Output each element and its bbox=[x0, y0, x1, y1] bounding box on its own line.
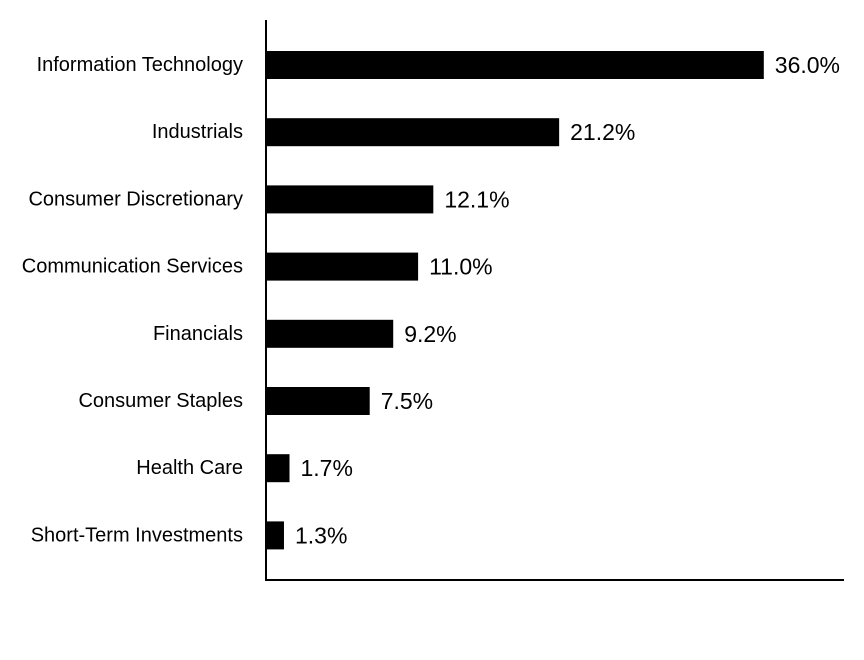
data-label: 1.7% bbox=[301, 455, 353, 481]
data-label: 1.3% bbox=[295, 522, 347, 548]
category-label: Industrials bbox=[152, 121, 243, 143]
data-label: 9.2% bbox=[404, 321, 456, 347]
category-label: Short-Term Investments bbox=[31, 524, 243, 546]
category-label: Communication Services bbox=[22, 256, 243, 278]
data-label: 12.1% bbox=[444, 186, 509, 212]
data-label: 7.5% bbox=[381, 388, 433, 414]
bar-consumer-discretionary bbox=[266, 185, 434, 214]
data-label: 36.0% bbox=[775, 52, 840, 78]
category-label: Information Technology bbox=[37, 54, 243, 76]
data-label: 21.2% bbox=[570, 119, 635, 145]
bar-consumer-staples bbox=[266, 387, 370, 415]
bar-health-care bbox=[266, 454, 290, 483]
category-label: Consumer Discretionary bbox=[28, 188, 243, 210]
category-label: Health Care bbox=[136, 457, 243, 479]
bar-communication-services bbox=[266, 252, 419, 281]
bar-information-technology bbox=[266, 51, 764, 79]
data-label: 11.0% bbox=[429, 254, 493, 280]
bar-industrials bbox=[266, 118, 560, 147]
bar-financials bbox=[266, 319, 394, 348]
bar-short-term-investments bbox=[266, 521, 284, 550]
category-label: Consumer Staples bbox=[78, 390, 243, 412]
bars-layer bbox=[266, 51, 764, 550]
labels-layer: Information Technology 36.0% Industrials 21… bbox=[22, 52, 840, 548]
category-label: Financials bbox=[153, 323, 243, 345]
